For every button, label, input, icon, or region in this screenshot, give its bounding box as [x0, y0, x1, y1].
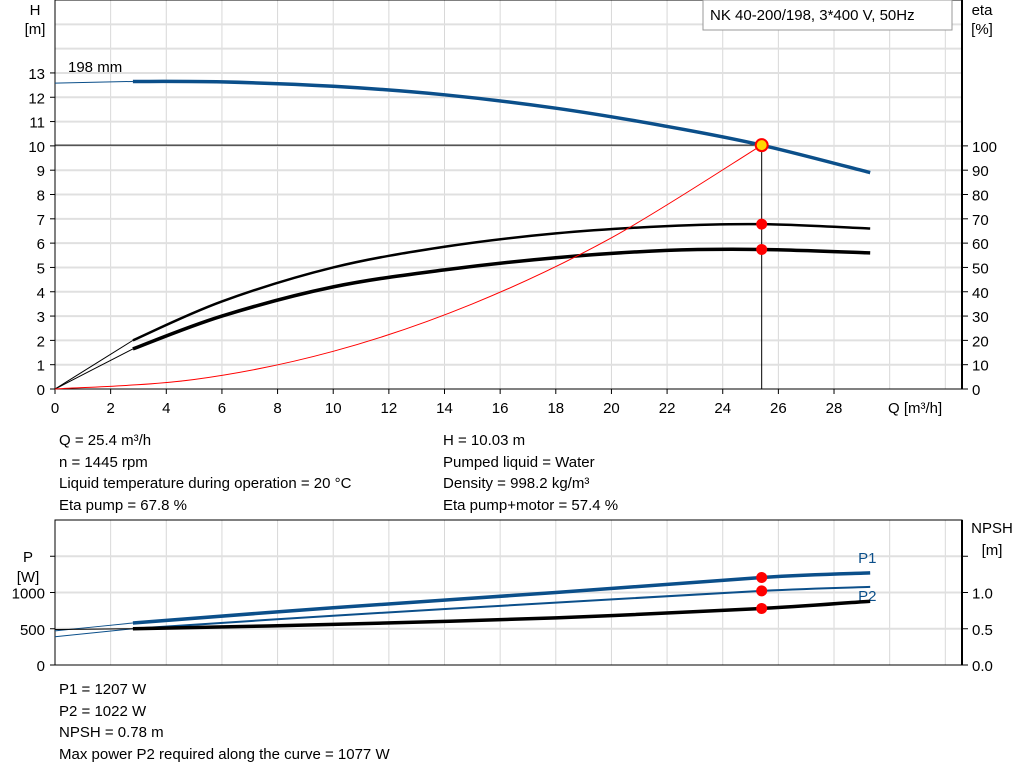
x-tick-label: 0 — [51, 400, 59, 417]
x-tick-label: 4 — [162, 400, 170, 417]
y2-axis-label: eta — [972, 2, 994, 19]
legend-box — [702, 0, 953, 31]
eta_pump_motor-curve — [132, 247, 871, 351]
p2-curve — [132, 585, 871, 630]
system-curve — [54, 144, 762, 390]
y-tick-label: 4 — [37, 285, 45, 302]
x-axis-label: Q [m³/h] — [888, 400, 942, 417]
p-axis-unit: [W] — [17, 569, 40, 586]
y-axis-unit: [m] — [25, 21, 46, 38]
curve-label: 198 mm — [68, 59, 122, 76]
y-tick-label: 0 — [37, 382, 45, 399]
y2-tick-label: 10 — [972, 358, 989, 375]
x-tick-label: 8 — [273, 400, 281, 417]
info-n: n = 1445 rpm — [59, 453, 148, 471]
info-h: H = 10.03 m — [443, 432, 526, 449]
y-tick-label: 2 — [37, 333, 45, 350]
eta_pump_motor-curve-thin — [54, 348, 134, 390]
y2-tick-label: 90 — [972, 163, 989, 180]
p1-label: P1 — [858, 550, 876, 567]
y2-tick-label: 40 — [972, 285, 989, 302]
y-tick-label: 7 — [37, 212, 45, 229]
info-max-p2: Max power P2 required along the curve = … — [59, 745, 390, 763]
y-tick-label: 1 — [37, 358, 45, 375]
npsh-axis-label: NPSH — [971, 520, 1013, 537]
y2-tick-label: 0.0 — [972, 658, 993, 675]
x-tick-label: 20 — [603, 400, 620, 417]
y-tick-label: 9 — [37, 163, 45, 180]
duty-point-p1 — [756, 571, 768, 583]
y2-tick-label: 70 — [972, 212, 989, 229]
y-tick-label: 6 — [37, 236, 45, 253]
y2-tick-label: 50 — [972, 260, 989, 277]
npsh-axis-unit: [m] — [982, 542, 1003, 559]
chart-title: NK 40-200/198, 3*400 V, 50Hz — [710, 7, 915, 24]
x-tick-label: 22 — [659, 400, 676, 417]
duty-point-eta-pump-motor — [756, 243, 768, 255]
y-tick-label: 1000 — [12, 586, 45, 603]
x-tick-label: 28 — [826, 400, 843, 417]
y-tick-label: 13 — [28, 66, 45, 83]
info-temp: Liquid temperature during operation = 20… — [59, 475, 352, 492]
y-tick-label: 3 — [37, 309, 45, 326]
p1-curve-thin — [54, 622, 133, 632]
y2-tick-label: 1.0 — [972, 586, 993, 603]
p-axis-label: P — [23, 549, 33, 566]
npsh-curve-thin — [54, 628, 133, 630]
y2-axis-unit: [%] — [971, 21, 993, 38]
x-tick-label: 10 — [325, 400, 342, 417]
info-p1: P1 = 1207 W — [59, 681, 147, 698]
npsh-curve — [132, 599, 871, 631]
y-tick-label: 5 — [37, 260, 45, 277]
info-top-right: H = 10.03 m Pumped liquid = Water Densit… — [443, 430, 618, 516]
y-tick-label: 10 — [28, 139, 45, 156]
x-tick-label: 2 — [106, 400, 114, 417]
x-tick-label: 6 — [218, 400, 226, 417]
y2-tick-label: 0.5 — [972, 622, 993, 639]
info-npsh: NPSH = 0.78 m — [59, 724, 164, 741]
H-curve — [132, 79, 871, 175]
H-curve-thin — [54, 80, 133, 84]
y2-tick-label: 60 — [972, 236, 989, 253]
info-q: Q = 25.4 m³/h — [59, 432, 152, 449]
eta_pump-curve — [132, 222, 871, 342]
y-tick-label: 12 — [28, 90, 45, 107]
y-axis-label: H — [30, 2, 41, 19]
info-p2: P2 = 1022 W — [59, 702, 147, 720]
x-tick-label: 18 — [547, 400, 564, 417]
y-tick-label: 8 — [37, 188, 45, 205]
duty-point-eta-pump — [756, 218, 768, 230]
y-tick-label: 500 — [20, 622, 45, 639]
y-tick-label: 11 — [29, 115, 45, 132]
x-tick-label: 26 — [770, 400, 787, 417]
info-density: Density = 998.2 kg/m³ — [443, 475, 590, 492]
info-eta-pump-motor: Eta pump+motor = 57.4 % — [443, 496, 619, 514]
duty-point-p2 — [756, 585, 768, 597]
y2-tick-label: 30 — [972, 309, 989, 326]
duty-point-npsh — [756, 602, 768, 614]
x-tick-label: 24 — [714, 400, 731, 417]
p1-curve — [132, 571, 871, 625]
x-tick-label: 14 — [436, 400, 453, 417]
y2-tick-label: 80 — [972, 188, 989, 205]
duty-point-h — [754, 138, 769, 153]
y2-tick-label: 100 — [972, 139, 997, 156]
info-top-left: Q = 25.4 m³/h n = 1445 rpm Liquid temper… — [59, 430, 351, 516]
y-tick-label: 0 — [37, 658, 45, 675]
x-tick-label: 16 — [492, 400, 509, 417]
y2-tick-label: 20 — [972, 333, 989, 350]
info-eta-pump: Eta pump = 67.8 % — [59, 496, 187, 514]
y2-tick-label: 0 — [972, 382, 980, 399]
info-liquid: Pumped liquid = Water — [443, 453, 595, 471]
x-tick-label: 12 — [381, 400, 398, 417]
info-bottom: P1 = 1207 W P2 = 1022 W NPSH = 0.78 m Ma… — [59, 679, 390, 765]
